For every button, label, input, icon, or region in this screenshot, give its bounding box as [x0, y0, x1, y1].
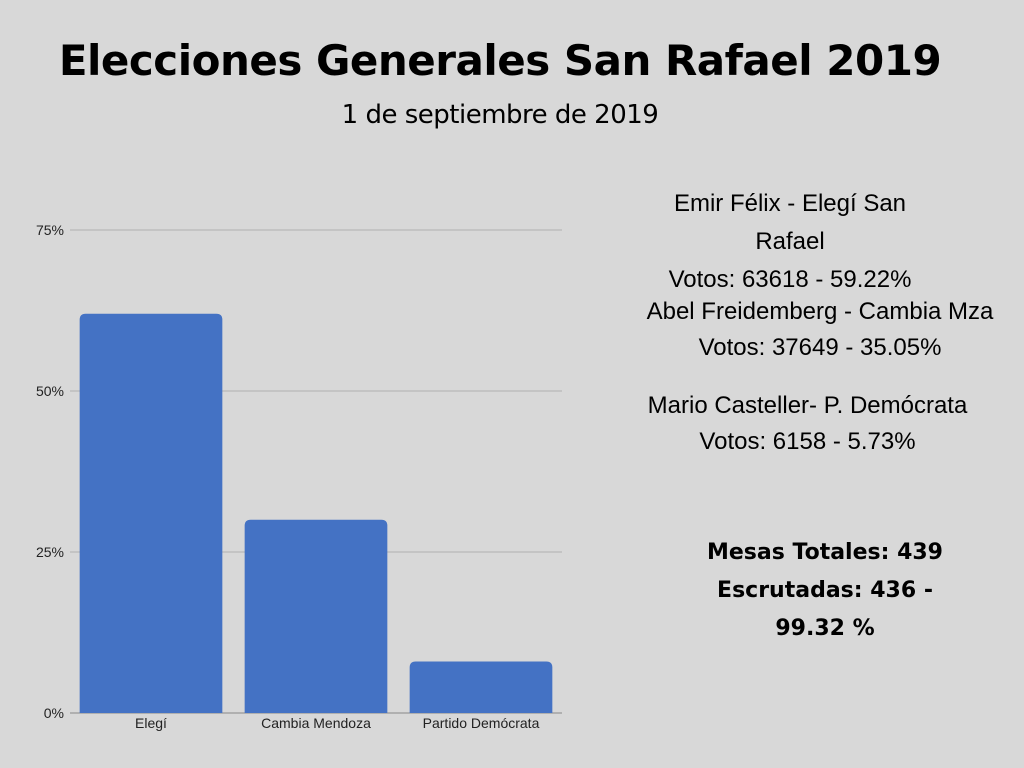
x-tick-label: Elegí [135, 715, 167, 731]
candidate-elegi: Emir Félix - Elegí San Rafael Votos: 636… [630, 185, 950, 299]
candidate-name-line1: Emir Félix - Elegí San [673, 190, 907, 217]
mesas-totales: Mesas Totales: 439 [706, 540, 943, 565]
candidate-name-line1: Mario Casteller- P. Demócrata [647, 392, 968, 419]
candidate-votes: Votos: 37649 - 35.05% [698, 334, 942, 361]
candidate-partido-democrata: Mario Casteller- P. Demócrata Votos: 615… [620, 388, 995, 460]
mesas-escrutadas: Escrutadas: 436 - [717, 578, 933, 603]
bar [244, 519, 388, 713]
candidate-votes: Votos: 6158 - 5.73% [699, 428, 916, 455]
candidate-votes: Votos: 63618 - 59.22% [668, 266, 912, 293]
page-title: Elecciones Generales San Rafael 2019 [58, 36, 942, 85]
y-tick-label: 75% [36, 222, 64, 238]
mesas-percent: 99.32 % [775, 616, 875, 641]
candidate-cambia-mendoza: Abel Freidemberg - Cambia Mza Votos: 376… [625, 294, 1015, 366]
page-subtitle: 1 de septiembre de 2019 [341, 100, 659, 130]
candidate-name-line1: Abel Freidemberg - Cambia Mza [646, 298, 994, 325]
bar [409, 661, 553, 713]
bar-chart: 0% 25% 50% 75% Elegí Cambia Mendoza Partido De… [36, 222, 562, 731]
x-tick-label: Cambia Mendoza [261, 715, 371, 731]
mesas-summary: Mesas Totales: 439 Escrutadas: 436 - 99.… [680, 534, 970, 648]
y-tick-label: 50% [36, 383, 64, 399]
y-tick-label: 0% [44, 705, 64, 721]
candidate-name-line2: Rafael [755, 228, 825, 255]
y-tick-label: 25% [36, 544, 64, 560]
bar [79, 313, 223, 713]
x-tick-label: Partido Demócrata [423, 715, 540, 731]
